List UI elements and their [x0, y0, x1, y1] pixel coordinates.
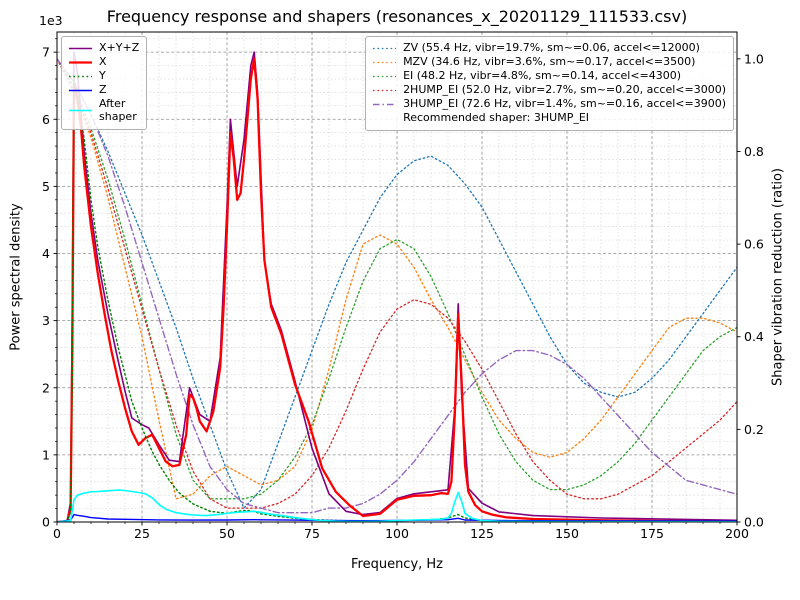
series-z: [57, 513, 737, 522]
legend-item-label: 3HUMP_EI (72.6 Hz, vibr=1.4%, sm~=0.16, …: [403, 96, 726, 110]
legend-line-sample: [69, 47, 92, 50]
x-tick-label: 200: [725, 526, 749, 541]
legend-item-label: Z: [99, 82, 107, 96]
axis-ticks: 0 25 50 75 100 125 150 175 200 0 1 2 3 4 5 6 7 0.0 0.2 0.4 0…: [42, 38, 764, 541]
y-left-tick-label: 3: [42, 313, 50, 328]
x-tick-label: 25: [134, 526, 150, 541]
x-tick-label: 175: [640, 526, 664, 541]
x-tick-label: 0: [53, 526, 61, 541]
y-left-tick-label: 6: [42, 112, 50, 127]
chart-title: Frequency response and shapers (resonanc…: [106, 7, 688, 26]
y-left-tick-label: 0: [42, 515, 50, 530]
series-2hump-ei: [57, 58, 737, 509]
x-tick-label: 75: [304, 526, 320, 541]
legend-item: MZV (34.6 Hz, vibr=3.6%, sm~=0.17, accel…: [372, 54, 726, 69]
legend-line-sample: [373, 47, 397, 50]
series-lines: [57, 51, 737, 522]
y-left-tick-label: 4: [42, 246, 50, 261]
y-left-tick-label: 1: [42, 447, 50, 462]
legend-line-sample: [373, 61, 397, 64]
legend-item: Z: [68, 82, 139, 97]
series-x: [57, 57, 737, 522]
legend-line-sample: [373, 103, 397, 106]
series-x-y-z: [57, 51, 737, 522]
y-right-tick-label: 0.6: [744, 237, 764, 252]
legend-line-sample: [69, 61, 92, 64]
y-right-tick-label: 0.0: [744, 515, 764, 530]
legend-line-sample: [69, 89, 92, 92]
legend-item-label: ZV (55.4 Hz, vibr=19.7%, sm~=0.06, accel…: [403, 41, 700, 54]
recommended-shaper-note: Recommended shaper: 3HUMP_EI: [403, 110, 590, 124]
y-axis-offset-text: 1e3: [39, 13, 63, 28]
series-ei: [57, 58, 737, 500]
legend-item: 3HUMP_EI (72.6 Hz, vibr=1.4%, sm~=0.16, …: [372, 96, 726, 111]
legend-item-label: After shaper: [99, 96, 137, 123]
legend-item-label: MZV (34.6 Hz, vibr=3.6%, sm~=0.17, accel…: [403, 54, 696, 68]
legend-item: After shaper: [68, 96, 139, 124]
y-right-tick-label: 0.8: [744, 144, 764, 159]
y-right-tick-label: 0.4: [744, 329, 764, 344]
legend-line-sample: [69, 110, 92, 112]
y-right-tick-label: 0.2: [744, 422, 764, 437]
x-tick-label: 50: [219, 526, 235, 541]
legend-line-sample: [373, 75, 397, 78]
legend-item: X: [68, 54, 139, 69]
x-tick-label: 100: [385, 526, 409, 541]
x-tick-label: 150: [555, 526, 579, 541]
legend-line-sample: [373, 89, 397, 92]
legend-item-label: EI (48.2 Hz, vibr=4.8%, sm~=0.14, accel<…: [403, 68, 682, 82]
x-tick-label: 125: [470, 526, 494, 541]
legend-item: EI (48.2 Hz, vibr=4.8%, sm~=0.14, accel<…: [372, 68, 726, 83]
y-left-tick-label: 5: [42, 179, 50, 194]
x-axis-label: Frequency, Hz: [350, 557, 444, 572]
legend-line-sample: [69, 75, 92, 78]
legend-psd: X+Y+Z X Y Z After shaper: [61, 36, 148, 130]
legend-note-spacer: [372, 118, 397, 119]
legend-item-label: Y: [99, 68, 106, 82]
legend-item-label: X: [99, 54, 107, 68]
y-axis-right-label: Shaper vibration reduction (ratio): [770, 168, 786, 386]
y-right-tick-label: 1.0: [744, 51, 764, 66]
series-mzv: [57, 58, 737, 500]
legend-item: 2HUMP_EI (52.0 Hz, vibr=2.7%, sm~=0.20, …: [372, 82, 726, 97]
series-zv: [57, 58, 737, 509]
legend-item-label: 2HUMP_EI (52.0 Hz, vibr=2.7%, sm~=0.20, …: [403, 82, 726, 96]
legend-item: X+Y+Z: [68, 41, 140, 55]
legend-shapers: ZV (55.4 Hz, vibr=19.7%, sm~=0.06, accel…: [365, 36, 734, 131]
legend-item: Y: [68, 68, 139, 83]
legend-item-label: X+Y+Z: [99, 41, 140, 54]
series-after-shaper: [57, 489, 737, 522]
y-left-tick-label: 7: [42, 45, 50, 60]
legend-note-row: Recommended shaper: 3HUMP_EI: [372, 110, 726, 125]
series-3hump-ei: [57, 58, 737, 514]
legend-item: ZV (55.4 Hz, vibr=19.7%, sm~=0.06, accel…: [372, 41, 726, 55]
y-left-tick-label: 2: [42, 380, 50, 395]
y-axis-left-label: Power spectral density: [8, 203, 24, 351]
